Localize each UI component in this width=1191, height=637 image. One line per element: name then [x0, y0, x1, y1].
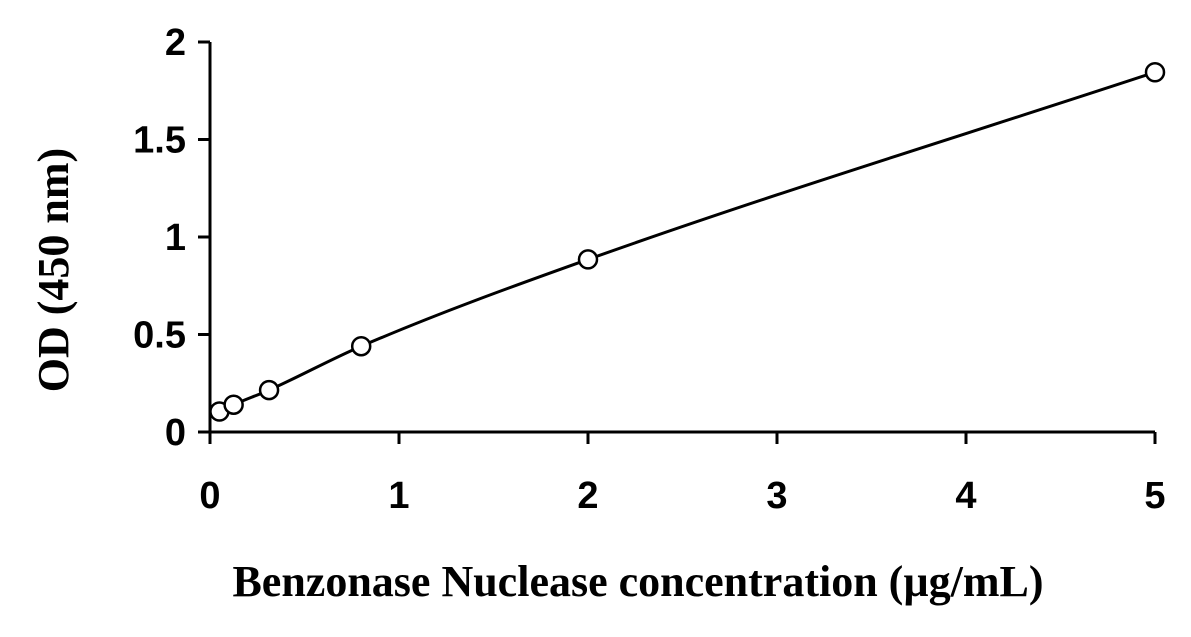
x-tick-label: 3 [766, 475, 787, 517]
y-tick-label: 0.5 [133, 315, 186, 357]
data-point [577, 249, 599, 270]
fit-curve [218, 70, 1156, 413]
y-tick-label: 1 [165, 217, 186, 259]
data-point [350, 335, 372, 357]
x-tick-label: 4 [955, 475, 976, 517]
x-axis-ticks: 0 1 2 3 4 5 [199, 432, 1166, 517]
y-axis-ticks: 0 0.5 1 1.5 2 [133, 22, 210, 454]
data-point [258, 379, 280, 401]
x-tick-label: 1 [388, 475, 409, 517]
y-tick-label: 2 [165, 22, 186, 64]
data-point [1144, 61, 1166, 83]
data-point [223, 394, 244, 415]
x-tick-label: 2 [577, 475, 598, 517]
x-axis-title: Benzonase Nuclease concentration (µg/mL) [232, 557, 1043, 606]
data-series [209, 61, 1166, 422]
axes [208, 42, 1155, 434]
y-tick-label: 1.5 [133, 120, 186, 162]
x-tick-label: 0 [199, 475, 220, 517]
x-tick-label: 5 [1144, 475, 1165, 517]
y-axis-title: OD (450 nm) [29, 148, 78, 392]
y-tick-label: 0 [165, 412, 186, 454]
